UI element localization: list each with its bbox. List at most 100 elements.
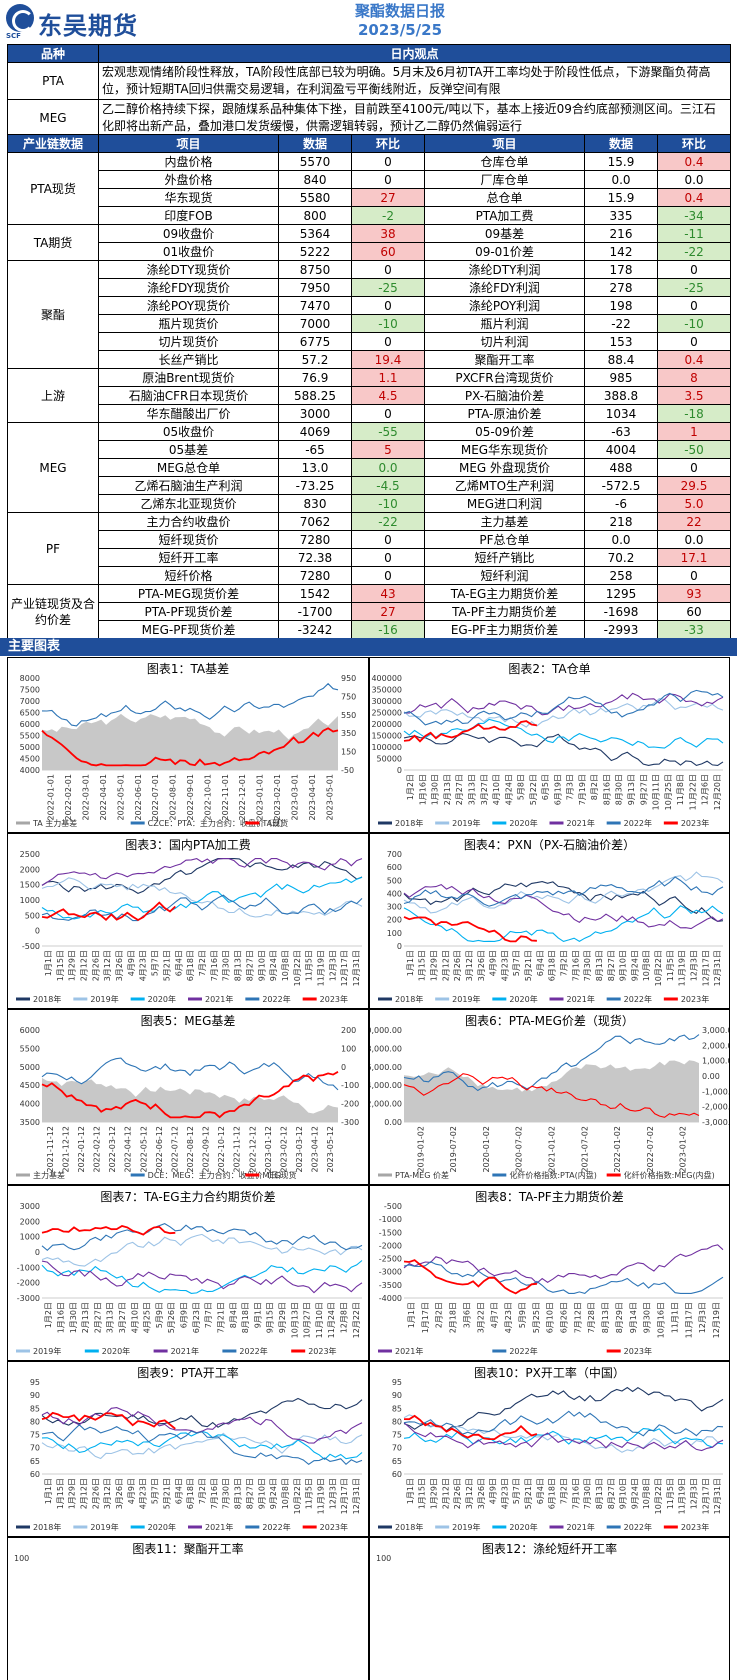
item-name: 石脑油CFR日本现货价 [98,386,279,405]
item-name: 主力合约收盘价 [98,512,279,531]
x-tick-label: 2021-07-02 [580,1126,589,1173]
series-line [403,1410,724,1437]
item-name: 涤纶DTY利润 [424,260,585,279]
y-tick-label: -2500 [379,1255,402,1264]
y-tick-label: 5500 [20,732,40,741]
item-name: 乙烯东北亚现货价 [98,494,279,513]
x-tick-label: 2022-07-02 [646,1126,655,1173]
item-value: 153 [584,332,658,351]
legend-label: 2018年 [395,994,423,1004]
x-tick-label: 8月27日 [245,950,254,981]
item-change: 43 [351,584,425,603]
y-tick-label: 400 [387,889,402,898]
x-tick-label: 12月8日 [340,1302,349,1333]
item-value: 278 [584,278,658,297]
item-change: 60 [657,602,731,621]
series-area [42,1078,338,1122]
x-tick-label: 5月21日 [524,950,533,981]
x-tick-label: 1月16日 [56,1302,65,1333]
x-tick-label: 11月8日 [676,774,685,805]
item-change: 0 [657,260,731,279]
chart-panel: 图表2：TA仓单 400000 350000 300000 250000 200000 15… [369,657,730,833]
x-tick-label: 7月2日 [198,950,207,976]
series-line [403,881,724,922]
item-value: 218 [584,512,658,531]
item-name: 聚酯开工率 [424,350,585,369]
series-line [403,1244,724,1284]
table-row: 乙烯东北亚现货价 830 -10 MEG进口利润 -6 5.0 [8,494,731,513]
table-row: TA期货 09收盘价 5364 38 09基差 216 -11 [7,224,731,261]
item-name: 涤纶POY现货价 [98,296,279,315]
x-tick-label: 8月13日 [234,1478,243,1509]
item-change: 38 [351,224,425,243]
item-change: 17.1 [657,548,731,567]
series-line [41,1260,363,1294]
y2-tick-label: 2,000.00 [702,1041,729,1050]
series-area [42,713,338,770]
table-row: 05基差 -65 5 MEG华东现货价 4004 -50 [8,440,731,459]
x-tick-label: 1月1日 [406,1478,415,1504]
item-change: 0.0 [657,530,731,549]
item-name: TA-PF主力期货价差 [424,602,585,621]
x-tick-label: 8月13日 [601,1302,610,1333]
chart-title: 图表2：TA仓单 [508,662,591,676]
item-name: 短纤开工率 [98,548,279,567]
y-tick-label: 3000 [20,1202,40,1211]
chart-svg: 400000 350000 300000 250000 200000 150000 1000… [371,674,724,828]
y-tick-label: -1000 [17,1263,40,1272]
legend-label: 2023年 [681,994,709,1004]
legend-label: 2022年 [624,994,652,1004]
series-line [41,877,363,918]
item-change: 0.0 [657,170,731,189]
x-tick-label: 6月23日 [192,1302,201,1333]
item-change: 3.5 [657,386,731,405]
x-tick-label: 2022-10-12 [217,1126,226,1173]
x-tick-label: 1月29日 [68,950,77,981]
x-tick-label: 8月27日 [607,950,616,981]
y-tick-label: 2000 [20,865,40,874]
legend-label: 化纤价格指数:PTA(内盘) [509,1170,597,1180]
item-name: MEG华东现货价 [424,440,585,459]
x-tick-label: 7月30日 [583,1478,592,1509]
chart-title: 图表8：TA-PF主力期货价差 [475,1190,624,1204]
item-value: 840 [278,170,352,189]
y2-tick-label: 350 [341,729,356,738]
table-row: 短纤现货价 7280 0 PF总仓单 0.0 0.0 [8,530,731,549]
y-tick-label: 6000 [20,720,40,729]
legend-label: 2018年 [395,1522,423,1532]
item-name: 瓶片现货价 [98,314,279,333]
legend-label: MEG现货 [262,1170,296,1180]
legend-label: 2018年 [395,818,423,828]
y-tick-label: 80 [30,1417,40,1426]
y-tick-label: 1000 [20,896,40,905]
x-tick-label: 10月8日 [281,950,290,981]
x-tick-label: 2023-05-01 [325,774,334,821]
item-name: 乙烯MTO生产利润 [424,476,585,495]
x-tick-label: 5月26日 [167,1302,176,1333]
x-tick-label: 5月7日 [512,950,521,976]
x-tick-label: 4月10日 [492,774,501,805]
x-tick-label: 10月8日 [642,1478,651,1509]
y-tick-label: 70 [30,1444,40,1453]
series-line [41,876,363,920]
x-tick-label: 2022-01-01 [47,774,56,821]
x-tick-label: 10月22日 [654,950,663,986]
chart-panel: 图表8：TA-PF主力期货价差 -500 -1000 -1500 -2000 -2500-… [369,1185,730,1361]
view-header-view: 日内观点 [98,44,731,63]
item-name: MEG总仓单 [98,458,279,477]
x-tick-label: 7月16日 [210,950,219,981]
legend-label: 2021年 [171,1346,199,1356]
legend-label: 2022年 [239,1346,267,1356]
item-value: 7280 [278,566,352,585]
x-tick-label: 12月20日 [713,774,722,810]
x-tick-label: 11月5日 [305,950,314,981]
chart-panel: 图表10：PX开工率（中国） 95 90 85 80 75 70 65 60 1月1日 1月15日 1… [369,1361,730,1537]
series-line [41,1407,363,1444]
x-tick-label: 4月9日 [127,950,136,976]
table-row: 产业链现货及合约价差 PTA-MEG现货价差 1542 43 TA-EG主力期货价差 12… [7,584,731,639]
x-tick-label: 6月4日 [174,950,183,976]
x-tick-label: 8月16日 [602,774,611,805]
data-header: 项目 [98,134,279,153]
item-value: 15.9 [584,152,658,171]
item-name: MEG 外盘现货价 [424,458,585,477]
